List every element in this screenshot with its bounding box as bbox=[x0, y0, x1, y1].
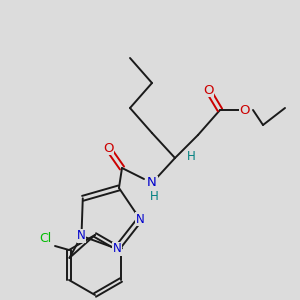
Text: O: O bbox=[203, 83, 213, 97]
Text: H: H bbox=[187, 149, 195, 163]
Text: N: N bbox=[136, 213, 144, 226]
Text: O: O bbox=[240, 103, 250, 116]
Text: N: N bbox=[147, 176, 157, 190]
Text: N: N bbox=[112, 242, 121, 255]
Text: O: O bbox=[103, 142, 113, 154]
Text: H: H bbox=[150, 190, 158, 203]
Text: N: N bbox=[77, 230, 86, 242]
Text: Cl: Cl bbox=[39, 232, 51, 244]
